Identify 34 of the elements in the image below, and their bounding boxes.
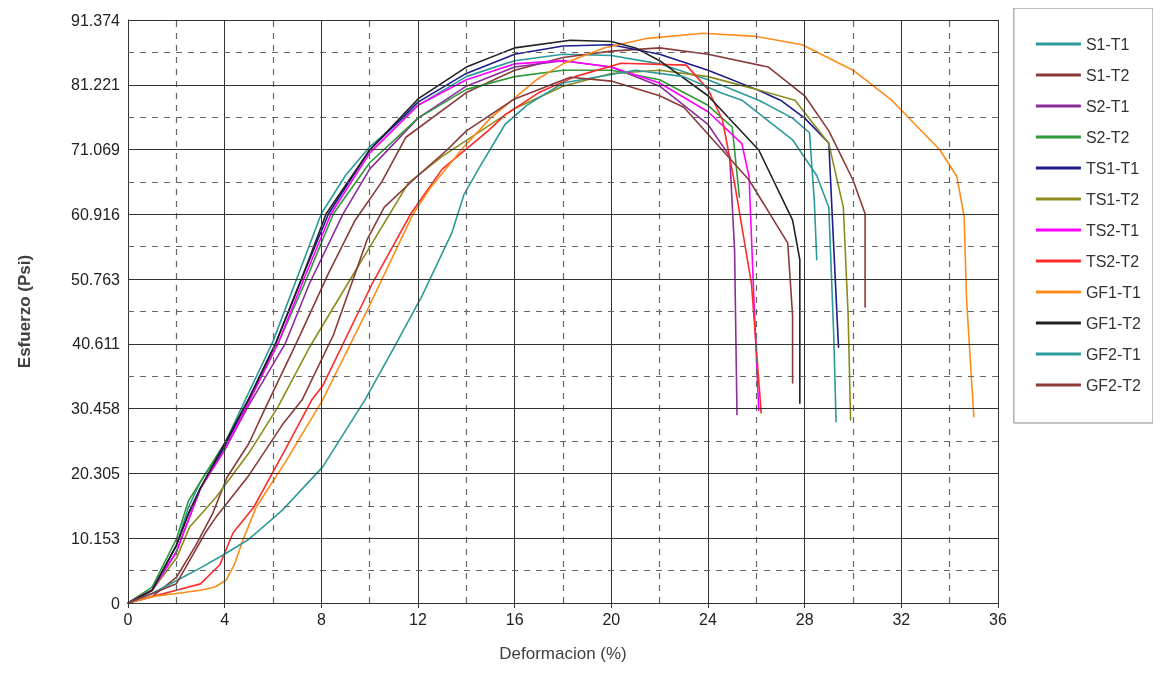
y-axis-title: Esfuerzo (Psi) xyxy=(15,254,34,369)
x-tick-label: 4 xyxy=(220,610,230,628)
legend-label: GF2-T1 xyxy=(1085,345,1142,363)
y-tick-label: 50.763 xyxy=(71,270,121,288)
x-tick-label: 0 xyxy=(123,610,133,628)
y-tick-label: 20.305 xyxy=(71,464,121,482)
y-tick-label: 10.153 xyxy=(71,529,121,547)
legend-label: GF2-T2 xyxy=(1085,376,1142,394)
legend-label: S1-T1 xyxy=(1085,35,1130,53)
y-tick-label: 81.221 xyxy=(71,76,121,94)
legend-label: TS2-T1 xyxy=(1085,221,1140,239)
x-tick-label: 20 xyxy=(602,610,621,628)
x-tick-label: 24 xyxy=(699,610,717,628)
y-tick-label: 71.069 xyxy=(71,141,121,159)
legend-label: GF1-T2 xyxy=(1085,314,1142,332)
y-tick-label: 40.611 xyxy=(72,335,121,353)
legend-label: GF1-T1 xyxy=(1085,283,1142,301)
y-tick-label: 30.458 xyxy=(71,400,121,418)
y-tick-label: 91.374 xyxy=(71,11,121,29)
x-tick-label: 16 xyxy=(505,610,524,628)
legend-label: TS1-T1 xyxy=(1085,159,1140,177)
x-tick-label: 8 xyxy=(316,610,326,628)
x-tick-label: 12 xyxy=(409,610,427,628)
y-tick-label: 0 xyxy=(111,594,121,612)
x-tick-label: 32 xyxy=(892,610,911,628)
legend-label: TS2-T2 xyxy=(1085,252,1140,270)
x-axis-title: Deformacion (%) xyxy=(499,644,627,663)
x-tick-label: 36 xyxy=(989,610,1007,628)
x-tick-label: 28 xyxy=(795,610,814,628)
legend-label: S2-T2 xyxy=(1085,128,1130,146)
y-tick-label: 60.916 xyxy=(71,205,121,223)
legend-label: S2-T1 xyxy=(1085,97,1130,115)
legend-label: S1-T2 xyxy=(1085,66,1130,84)
legend-label: TS1-T2 xyxy=(1085,190,1140,208)
